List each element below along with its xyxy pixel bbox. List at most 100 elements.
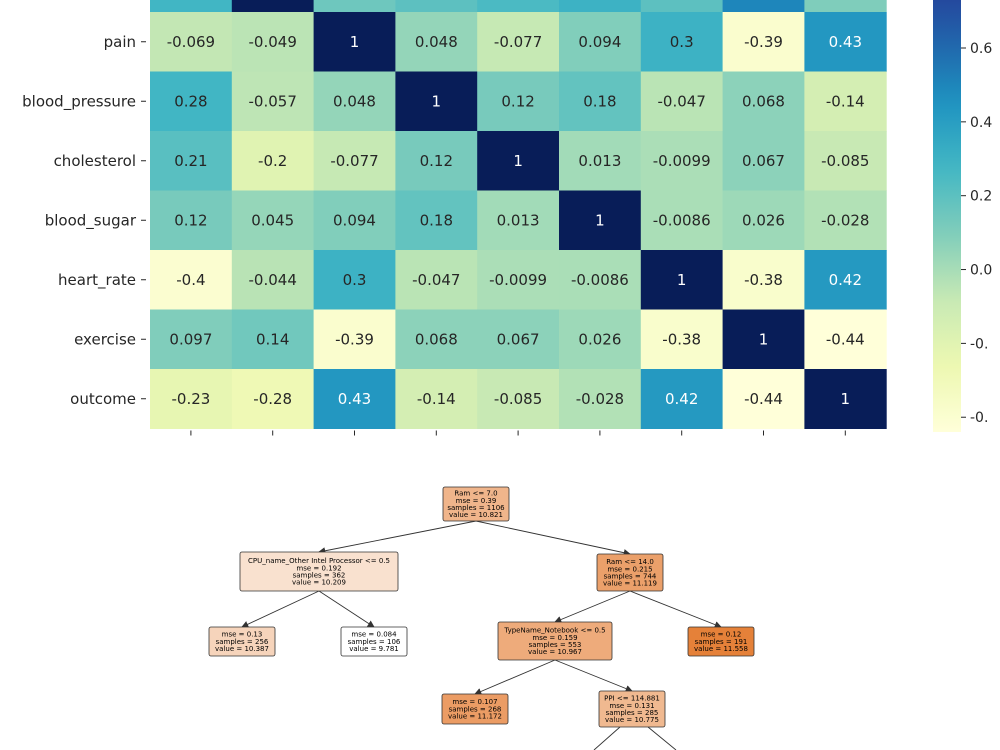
- cell-value: 0.21: [174, 152, 207, 170]
- cell-value: 0.067: [497, 330, 540, 348]
- tree-node-box: [441, 693, 509, 725]
- tree-node-box: [497, 621, 613, 661]
- heatmap-cell: [313, 71, 396, 132]
- tree-node-text: value = 9.781: [349, 645, 398, 653]
- heatmap-cell: [231, 71, 315, 132]
- cell-value: -0.28: [253, 390, 292, 408]
- cell-value: 0.18: [583, 92, 616, 110]
- heatmap-cell: [804, 369, 887, 429]
- cell-value: 0.094: [333, 211, 376, 229]
- heatmap-cell: [313, 309, 396, 370]
- heatmap-cell: [722, 369, 805, 429]
- cell-value: 0.068: [415, 330, 458, 348]
- tree-node: CPU_name_Other Intel Processor <= 0.5mse…: [239, 551, 399, 592]
- heatmap-cell: [477, 131, 560, 191]
- heatmap-cell: [559, 0, 642, 12]
- cell-value: -0.057: [249, 92, 297, 110]
- heatmap-cell: [395, 309, 478, 370]
- cell-value: -0.077: [330, 152, 378, 170]
- tree-node-text: samples = 744: [604, 573, 657, 581]
- tree-node-text: CPU_name_Other Intel Processor <= 0.5: [248, 557, 390, 565]
- cell-value: -0.047: [658, 92, 706, 110]
- heatmap-cell: [231, 190, 315, 251]
- cell-value: 0.28: [174, 92, 207, 110]
- cell-value: 0.14: [256, 330, 289, 348]
- colorbar-tick-label: 0.0: [970, 263, 992, 279]
- tree-edge: [593, 726, 621, 750]
- heatmap-cell: [150, 71, 233, 132]
- tree-node-text: value = 10.967: [528, 648, 582, 656]
- cell-value: -0.028: [576, 390, 624, 408]
- heatmap-cell: [559, 190, 642, 251]
- cell-value: -0.4: [176, 271, 205, 289]
- cell-value: 0.068: [742, 92, 785, 110]
- colorbar-tick-label: 0.4: [970, 115, 992, 131]
- cell-value: -0.39: [335, 330, 374, 348]
- tree-edge: [647, 726, 677, 750]
- heatmap-cell: [477, 309, 560, 370]
- heatmap-cell: [559, 71, 642, 132]
- row-label: blood_pressure: [22, 92, 136, 111]
- tree-edge: [474, 659, 556, 695]
- tree-node-text: samples = 362: [293, 572, 346, 580]
- row-label: exercise: [74, 330, 136, 348]
- cell-value: 0.026: [742, 211, 785, 229]
- heatmap-cell: [477, 0, 560, 12]
- tree-node-text: samples = 553: [529, 641, 582, 649]
- heatmap-cell: [395, 250, 478, 310]
- cell-value: 1: [841, 390, 851, 408]
- heatmap-cell: [804, 12, 887, 72]
- cell-value: -0.44: [826, 330, 865, 348]
- heatmap-cell: [313, 12, 396, 72]
- tree-node-text: PPI <= 114.881: [604, 695, 660, 703]
- heatmap-cell: [722, 0, 805, 12]
- tree-edge: [241, 590, 320, 628]
- cell-value: -0.38: [662, 330, 701, 348]
- cell-value: 0.12: [174, 211, 207, 229]
- heatmap-cell: [150, 12, 233, 72]
- cell-value: 1: [513, 152, 523, 170]
- cell-value: -0.069: [167, 33, 215, 51]
- tree-node-box: [687, 626, 755, 657]
- heatmap-cell: [804, 71, 887, 132]
- tree-node-text: mse = 0.39: [456, 497, 497, 505]
- tree-node-text: samples = 256: [216, 638, 269, 646]
- tree-node-text: mse = 0.13: [222, 631, 263, 639]
- heatmap-cell: [150, 190, 233, 251]
- heatmap-cell: [477, 12, 560, 72]
- row-label: blood_sugar: [45, 211, 137, 230]
- tree-node-box: [598, 690, 666, 728]
- heatmap-cell: [150, 0, 233, 12]
- heatmap-cell: [231, 131, 315, 191]
- cell-value: -0.044: [249, 271, 297, 289]
- tree-node-text: Ram <= 14.0: [606, 558, 654, 566]
- cell-value: -0.14: [417, 390, 456, 408]
- tree-edge: [554, 659, 633, 692]
- colorbar: [933, 0, 961, 432]
- cell-value: -0.23: [171, 390, 210, 408]
- heatmap-cell: [395, 71, 478, 132]
- tree-edge: [475, 520, 631, 557]
- tree-node-text: samples = 285: [606, 709, 659, 717]
- heatmap-cell: [640, 12, 724, 72]
- heatmap-cell: [722, 71, 805, 132]
- tree-node-text: mse = 0.192: [296, 564, 341, 572]
- tree-node-box: [208, 626, 276, 657]
- tree-node-box: [340, 626, 408, 657]
- colorbar-tick-label: -0.: [970, 410, 988, 426]
- cell-value: -0.077: [494, 33, 542, 51]
- heatmap-cell: [640, 0, 724, 12]
- cell-value: 0.42: [829, 271, 862, 289]
- row-label: pain: [104, 33, 136, 51]
- tree-node-text: value = 11.119: [603, 580, 657, 588]
- cell-value: 0.048: [333, 92, 376, 110]
- tree-edge: [318, 520, 477, 555]
- heatmap-cell: [640, 369, 724, 429]
- heatmap-cell: [640, 71, 724, 132]
- heatmap-cell: [640, 250, 724, 310]
